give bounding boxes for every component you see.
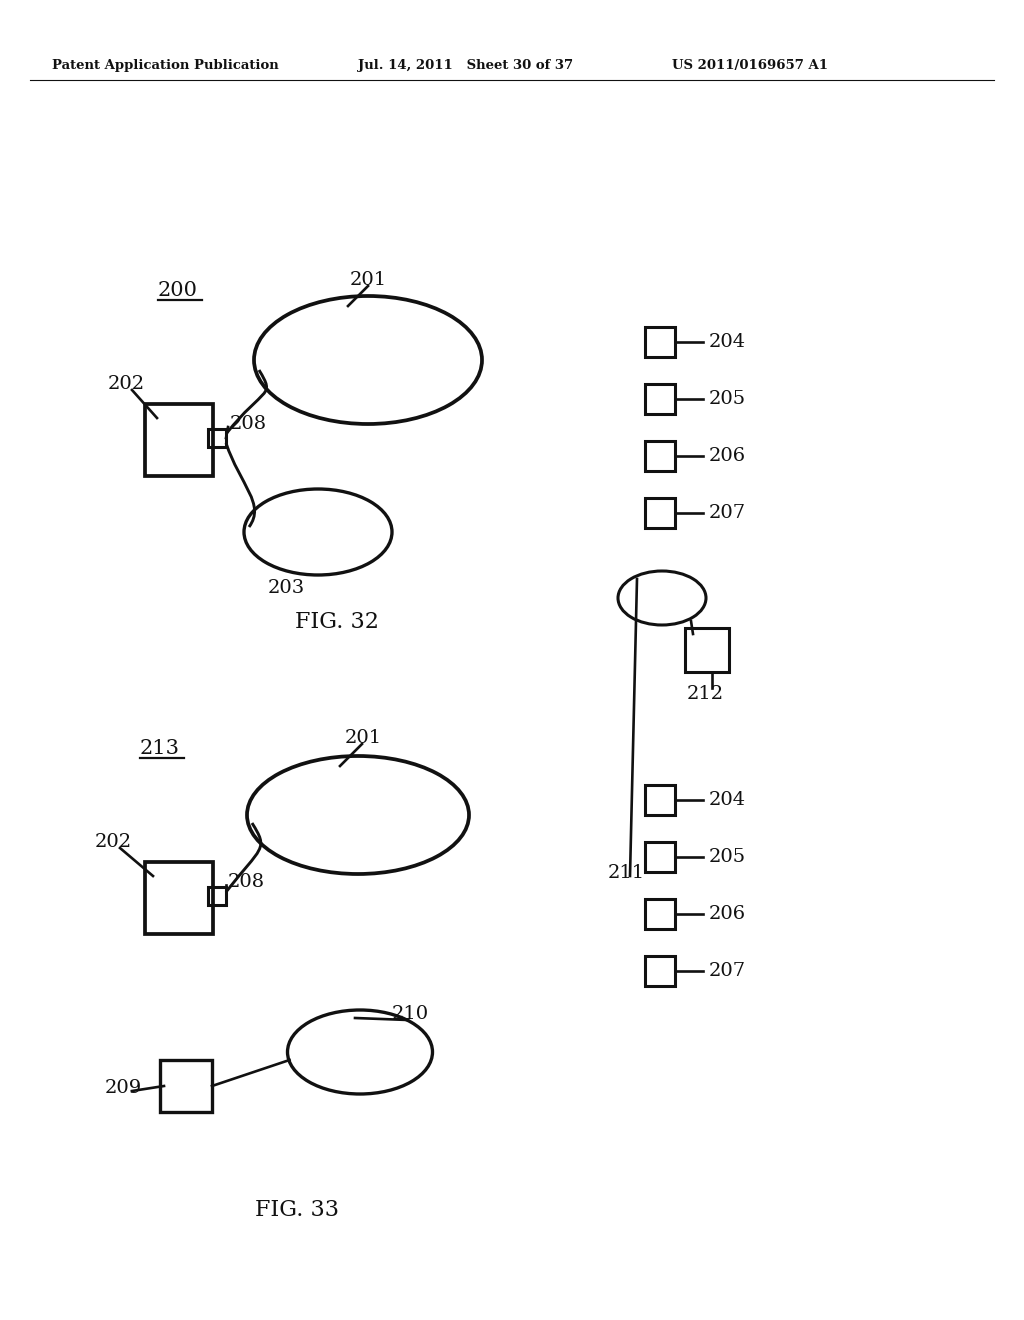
Text: 208: 208 [230, 414, 267, 433]
Text: Jul. 14, 2011   Sheet 30 of 37: Jul. 14, 2011 Sheet 30 of 37 [358, 58, 573, 71]
Text: 207: 207 [709, 962, 746, 979]
Text: 204: 204 [709, 333, 746, 351]
Text: 200: 200 [158, 281, 198, 300]
Text: 203: 203 [268, 579, 305, 597]
Bar [645, 498, 675, 528]
Bar [645, 956, 675, 986]
Text: 208: 208 [228, 873, 265, 891]
Text: 212: 212 [687, 685, 724, 704]
Bar [645, 327, 675, 356]
Text: 207: 207 [709, 504, 746, 521]
Bar [645, 785, 675, 814]
Text: 209: 209 [105, 1078, 142, 1097]
Text: 201: 201 [345, 729, 382, 747]
Bar [208, 429, 226, 447]
Text: 201: 201 [350, 271, 387, 289]
Bar [645, 384, 675, 414]
Text: FIG. 32: FIG. 32 [295, 611, 379, 634]
Text: 213: 213 [140, 738, 180, 758]
Bar [208, 887, 226, 906]
Bar [685, 628, 729, 672]
Bar [145, 862, 213, 935]
Text: 211: 211 [608, 865, 645, 882]
Text: 204: 204 [709, 791, 746, 809]
Bar [645, 441, 675, 471]
Text: 205: 205 [709, 847, 746, 866]
Text: 206: 206 [709, 906, 746, 923]
Bar [645, 842, 675, 873]
Text: FIG. 33: FIG. 33 [255, 1199, 339, 1221]
Bar [645, 899, 675, 929]
Text: 210: 210 [392, 1005, 429, 1023]
Text: 202: 202 [108, 375, 145, 393]
Text: 202: 202 [95, 833, 132, 851]
Text: US 2011/0169657 A1: US 2011/0169657 A1 [672, 58, 828, 71]
Bar [145, 404, 213, 477]
Text: Patent Application Publication: Patent Application Publication [52, 58, 279, 71]
Text: 206: 206 [709, 447, 746, 465]
Text: 205: 205 [709, 389, 746, 408]
Bar [160, 1060, 212, 1111]
